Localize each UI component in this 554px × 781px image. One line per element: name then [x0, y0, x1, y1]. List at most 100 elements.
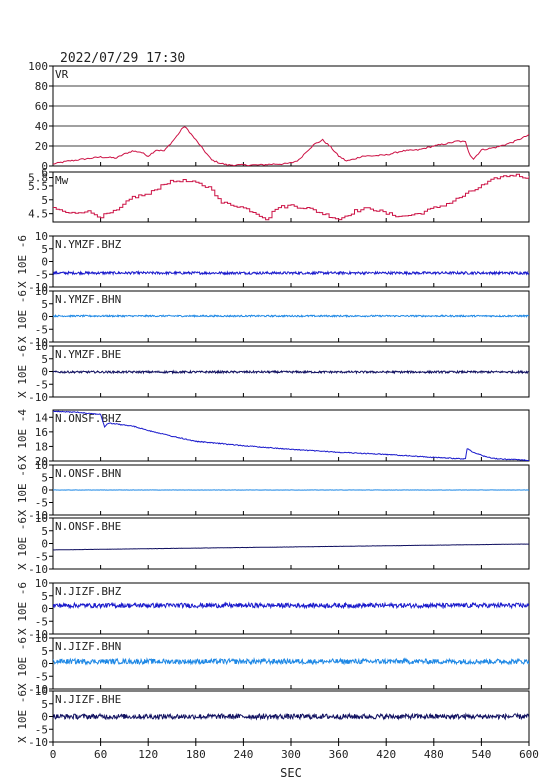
y-tick-label: 6 — [41, 166, 48, 179]
x-tick-label: 180 — [186, 748, 206, 761]
y-tick-label: -5 — [35, 378, 48, 391]
panel-y-axis-label: X 10E -6 — [16, 517, 29, 570]
y-tick-label: 20 — [35, 140, 48, 153]
panel-label: N.ONSF.BHZ — [55, 412, 122, 425]
series-line — [53, 543, 529, 551]
x-tick-label: 480 — [424, 748, 444, 761]
y-tick-label: 10 — [35, 230, 48, 243]
y-tick-label: -10 — [28, 628, 48, 641]
y-tick-label: 5 — [41, 698, 48, 711]
y-tick-label: 10 — [35, 577, 48, 590]
y-tick-label: -10 — [28, 563, 48, 576]
series-line — [53, 657, 529, 666]
x-tick-label: 360 — [329, 748, 349, 761]
panel-label: Mw — [55, 174, 69, 187]
y-tick-label: 10 — [35, 632, 48, 645]
series-line — [53, 410, 529, 461]
series-line — [53, 601, 529, 610]
panel-frame — [52, 65, 530, 167]
series-line — [53, 314, 529, 318]
series-line — [53, 269, 529, 277]
y-tick-label: -5 — [35, 723, 48, 736]
y-tick-label: 5 — [41, 525, 48, 538]
x-tick-label: 240 — [233, 748, 253, 761]
series-line — [53, 126, 529, 166]
y-tick-label: 5 — [41, 243, 48, 256]
panels-group: 020406080100VR4.555.55.86Mw-10-50510N.YM… — [16, 60, 530, 749]
y-tick-label: -10 — [28, 391, 48, 404]
y-tick-label: 0 — [41, 311, 48, 324]
panel-label: N.YMZF.BHN — [55, 293, 121, 306]
y-tick-label: 80 — [35, 80, 48, 93]
y-tick-label: 5 — [41, 353, 48, 366]
y-tick-label: -5 — [35, 615, 48, 628]
x-tick-label: 60 — [94, 748, 107, 761]
panel-label: N.JIZF.BHZ — [55, 585, 122, 598]
y-tick-label: 0 — [41, 658, 48, 671]
y-tick-label: 10 — [35, 459, 48, 472]
y-tick-label: 5 — [41, 298, 48, 311]
panel-frame — [52, 517, 530, 570]
y-tick-label: 0 — [41, 160, 48, 173]
y-tick-label: -5 — [35, 670, 48, 683]
x-axis: 0 60 120 180 240 300 360 420 480 540 600 — [50, 742, 539, 761]
x-tick-label: 0 — [50, 748, 57, 761]
y-tick-label: 4.5 — [28, 208, 48, 221]
series-line — [53, 369, 529, 375]
y-tick-label: 5 — [41, 194, 48, 207]
y-tick-label: 10 — [35, 512, 48, 525]
y-tick-label: -5 — [35, 550, 48, 563]
panel-label: VR — [55, 68, 69, 81]
panel-y-axis-label: X 10E -6 — [16, 290, 29, 343]
y-tick-label: -10 — [28, 336, 48, 349]
y-tick-label: 10 — [35, 285, 48, 298]
y-tick-label: 5 — [41, 472, 48, 485]
series-line — [53, 712, 529, 721]
y-tick-label: 0 — [41, 366, 48, 379]
datetime-label: 2022/07/29 17:30 — [60, 51, 185, 66]
y-tick-label: 20 — [35, 455, 48, 468]
y-tick-label: 5 — [41, 590, 48, 603]
y-tick-label: 0 — [41, 484, 48, 497]
y-tick-label: 0 — [41, 711, 48, 724]
y-tick-label: 0 — [41, 603, 48, 616]
y-tick-label: 5 — [41, 645, 48, 658]
x-tick-label: 420 — [376, 748, 396, 761]
panel-label: N.YMZF.BHZ — [55, 238, 122, 251]
y-tick-label: -10 — [28, 281, 48, 294]
panel-label: N.YMZF.BHE — [55, 348, 121, 361]
panel-y-axis-label: X 10E -6 — [16, 637, 29, 690]
y-tick-label: 0 — [41, 256, 48, 269]
y-tick-label: 60 — [35, 100, 48, 113]
y-tick-label: 100 — [28, 60, 48, 73]
series-line — [53, 173, 529, 221]
panel-vr: 0 20 40 60 80 100 VR — [28, 60, 530, 173]
panel-y-axis-label: X 10E -6 — [16, 464, 29, 517]
panel-label: N.JIZF.BHE — [55, 693, 121, 706]
x-tick-label: 600 — [519, 748, 539, 761]
y-tick-label: 18 — [35, 440, 48, 453]
y-tick-label: 14 — [35, 411, 49, 424]
panel-mw: 4.555.55.86 Mw — [28, 166, 530, 223]
panel-label: N.ONSF.BHE — [55, 520, 121, 533]
y-tick-label: 5.5 — [28, 180, 48, 193]
x-tick-label: 120 — [138, 748, 158, 761]
y-tick-label: 10 — [35, 340, 48, 353]
panel-y-axis-label: X 10E -6 — [16, 582, 29, 635]
y-tick-label: -5 — [35, 323, 48, 336]
panel-label: N.JIZF.BHN — [55, 640, 121, 653]
y-tick-label: 10 — [35, 685, 48, 698]
y-tick-label: -10 — [28, 509, 48, 522]
y-tick-label: 16 — [35, 426, 48, 439]
panel-label: N.ONSF.BHN — [55, 467, 121, 480]
y-tick-label: 40 — [35, 120, 48, 133]
panel-y-axis-label: X 10E -6 — [16, 690, 29, 743]
y-tick-label: -5 — [35, 497, 48, 510]
